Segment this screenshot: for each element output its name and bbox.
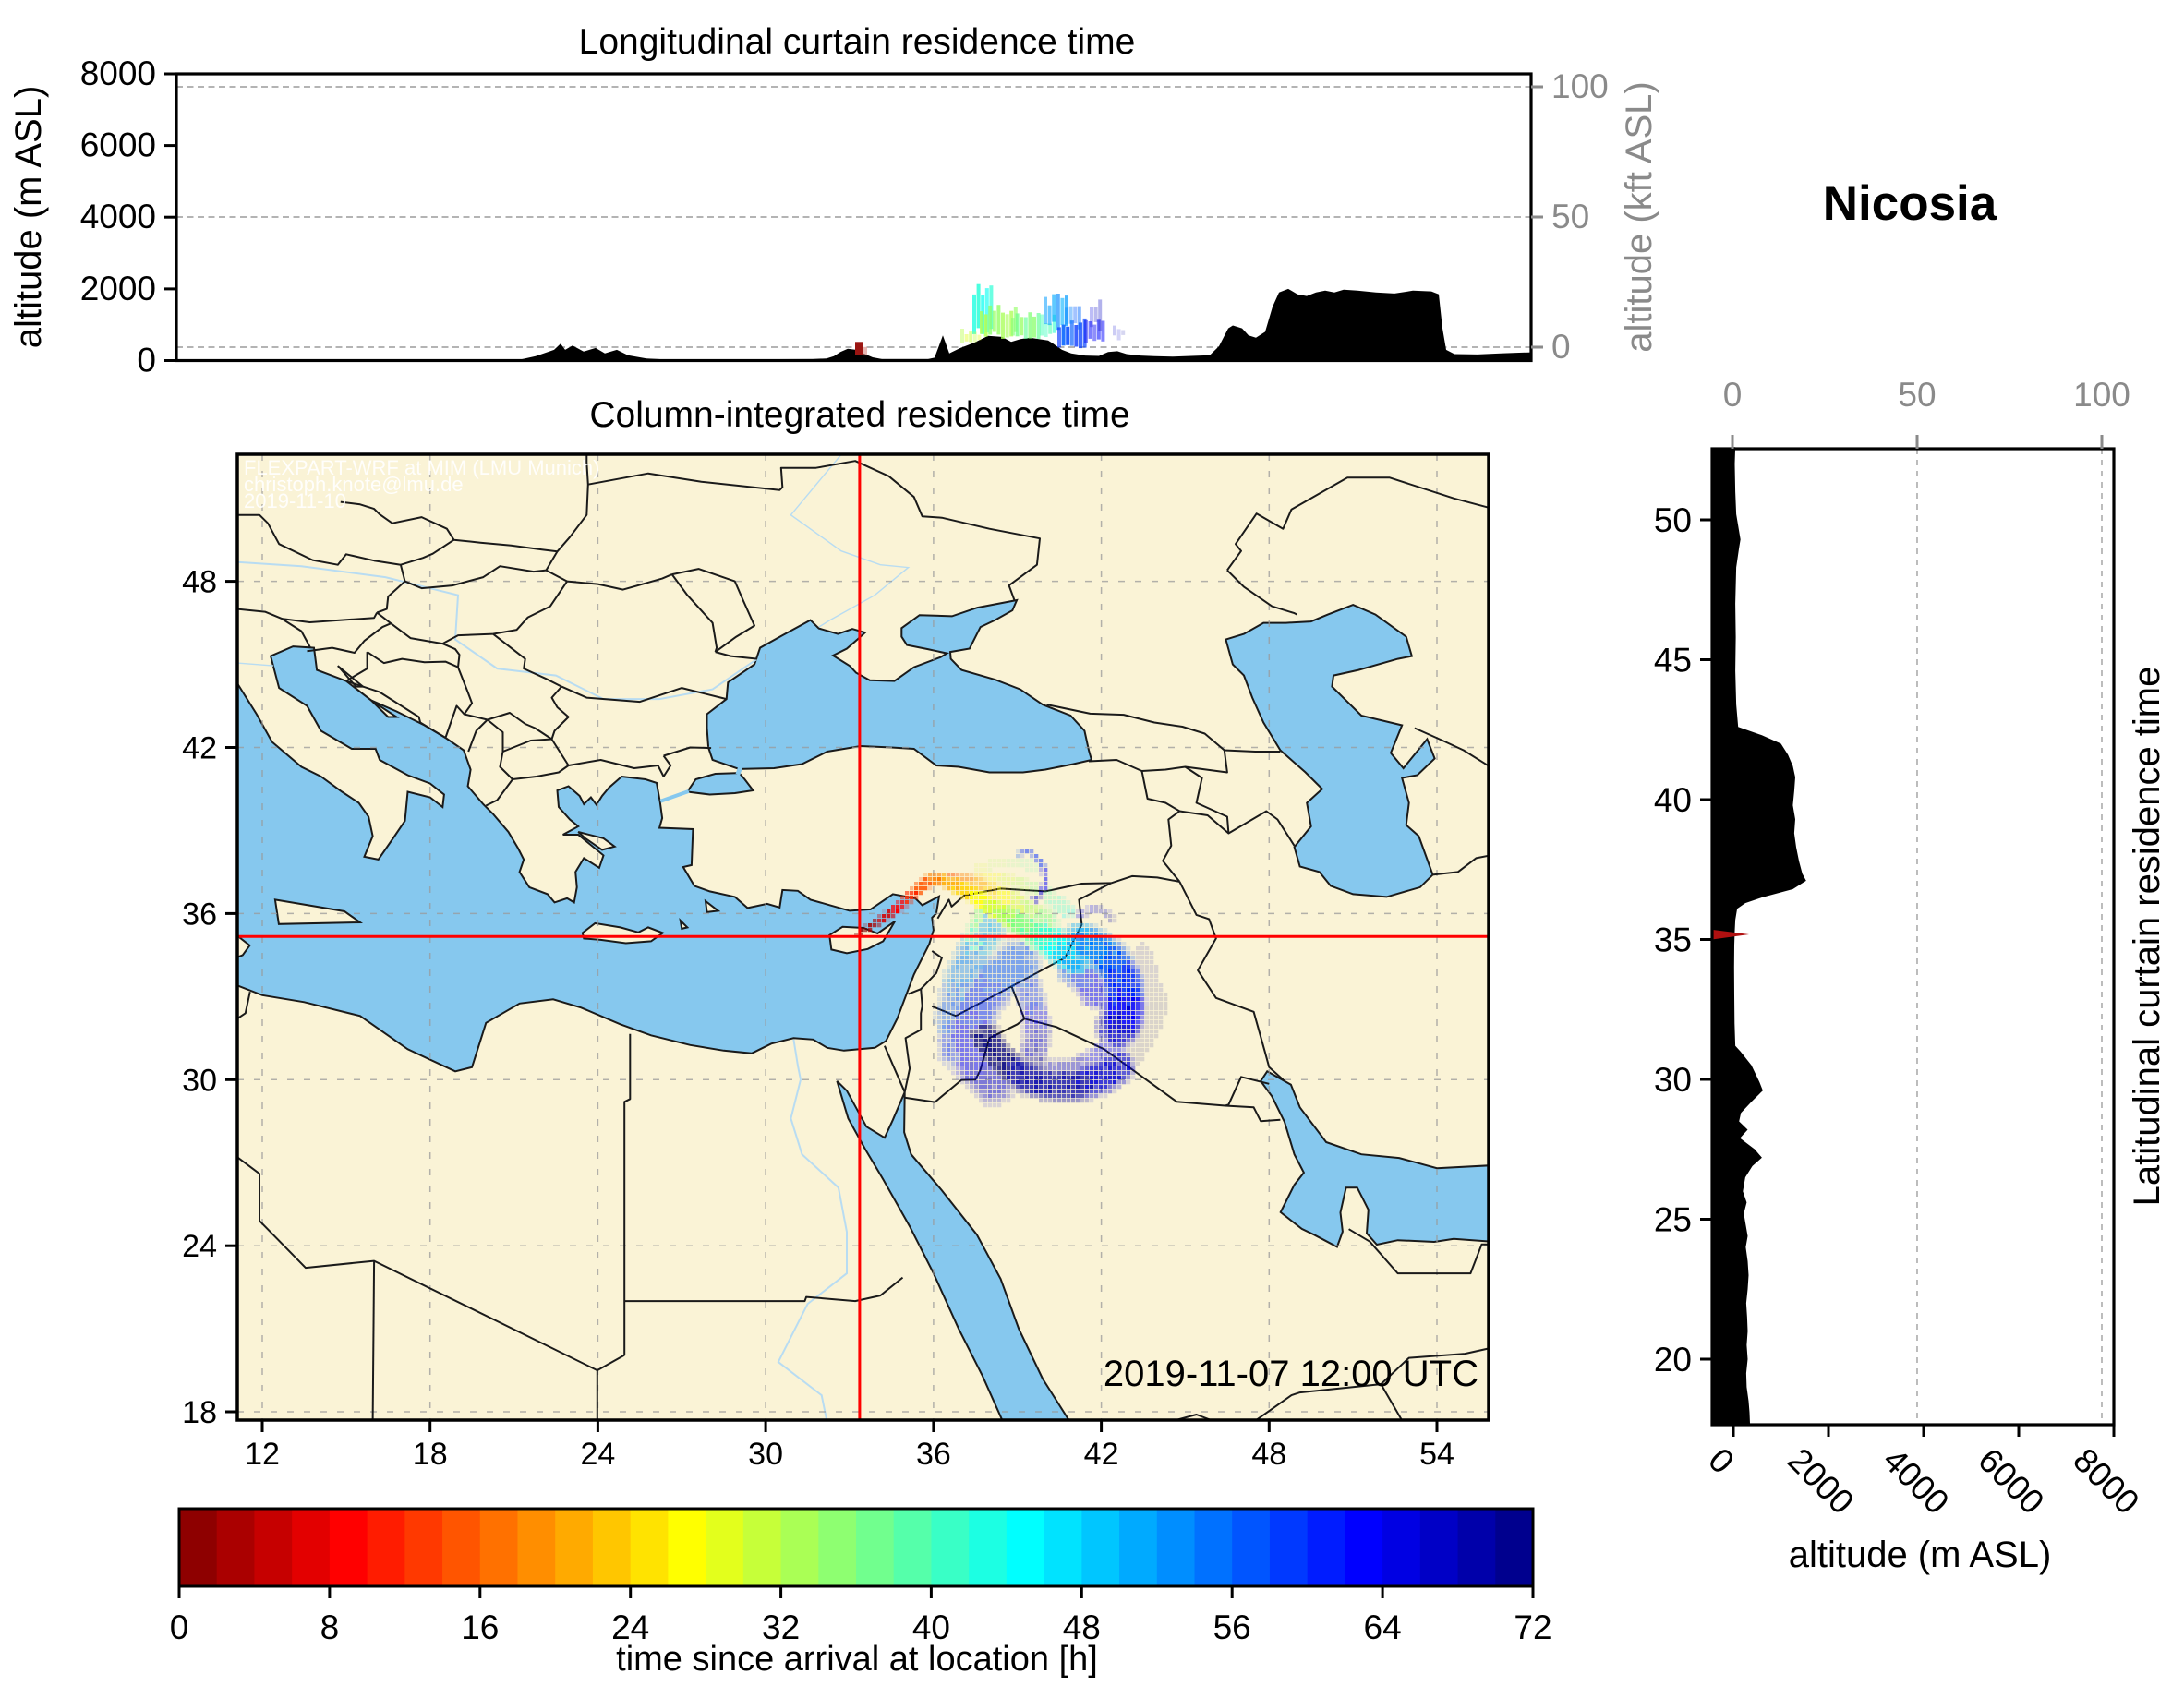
svg-text:100: 100 bbox=[2073, 376, 2130, 414]
svg-text:50: 50 bbox=[1654, 501, 1692, 539]
svg-text:35: 35 bbox=[1654, 921, 1692, 959]
svg-text:christoph.knote@lmu.de: christoph.knote@lmu.de bbox=[244, 473, 464, 496]
svg-text:Column-integrated residence ti: Column-integrated residence time bbox=[589, 395, 1129, 435]
svg-text:36: 36 bbox=[916, 1437, 951, 1472]
svg-text:42: 42 bbox=[182, 731, 217, 766]
svg-text:2019-11-10: 2019-11-10 bbox=[244, 489, 346, 512]
svg-text:time since arrival at location: time since arrival at location [h] bbox=[616, 1640, 1098, 1679]
svg-text:30: 30 bbox=[182, 1063, 217, 1098]
svg-text:24: 24 bbox=[580, 1437, 615, 1472]
svg-text:48: 48 bbox=[1251, 1437, 1286, 1472]
svg-text:48: 48 bbox=[1063, 1608, 1101, 1646]
svg-text:25: 25 bbox=[1654, 1201, 1692, 1239]
svg-text:2000: 2000 bbox=[80, 270, 156, 307]
svg-text:8000: 8000 bbox=[80, 54, 156, 92]
svg-text:30: 30 bbox=[748, 1437, 783, 1472]
svg-text:64: 64 bbox=[1364, 1608, 1402, 1646]
svg-text:45: 45 bbox=[1654, 642, 1692, 680]
svg-text:50: 50 bbox=[1898, 376, 1936, 414]
svg-text:54: 54 bbox=[1419, 1437, 1454, 1472]
svg-text:6000: 6000 bbox=[80, 126, 156, 164]
svg-text:4000: 4000 bbox=[80, 198, 156, 235]
svg-text:32: 32 bbox=[762, 1608, 800, 1646]
svg-text:altitude (kft ASL): altitude (kft ASL) bbox=[1619, 81, 1659, 352]
svg-text:0: 0 bbox=[170, 1608, 189, 1646]
svg-text:24: 24 bbox=[611, 1608, 649, 1646]
svg-text:8: 8 bbox=[320, 1608, 340, 1646]
svg-text:16: 16 bbox=[461, 1608, 499, 1646]
svg-text:0: 0 bbox=[137, 342, 156, 379]
svg-text:20: 20 bbox=[1654, 1341, 1692, 1379]
svg-text:altitude (m ASL): altitude (m ASL) bbox=[8, 86, 49, 349]
svg-text:36: 36 bbox=[182, 897, 217, 932]
svg-text:30: 30 bbox=[1654, 1061, 1692, 1099]
svg-text:48: 48 bbox=[182, 565, 217, 600]
svg-text:18: 18 bbox=[413, 1437, 448, 1472]
svg-text:Latitudinal curtain residence: Latitudinal curtain residence time bbox=[2127, 667, 2167, 1207]
svg-text:altitude (m ASL): altitude (m ASL) bbox=[1789, 1535, 2052, 1575]
svg-text:56: 56 bbox=[1213, 1608, 1251, 1646]
svg-text:50: 50 bbox=[1551, 198, 1589, 235]
svg-text:40: 40 bbox=[1654, 781, 1692, 819]
svg-text:0: 0 bbox=[1551, 328, 1571, 366]
svg-text:FLEXPART-WRF at MIM (LMU Munic: FLEXPART-WRF at MIM (LMU Munich) bbox=[244, 456, 599, 479]
svg-text:42: 42 bbox=[1084, 1437, 1119, 1472]
svg-text:12: 12 bbox=[245, 1437, 280, 1472]
svg-text:Longitudinal curtain residence: Longitudinal curtain residence time bbox=[579, 22, 1136, 62]
svg-text:0: 0 bbox=[1723, 376, 1743, 414]
svg-text:Nicosia: Nicosia bbox=[1823, 176, 1997, 231]
svg-text:24: 24 bbox=[182, 1229, 217, 1264]
svg-text:40: 40 bbox=[912, 1608, 950, 1646]
svg-text:2019-11-07 12:00 UTC: 2019-11-07 12:00 UTC bbox=[1104, 1354, 1478, 1394]
svg-text:100: 100 bbox=[1551, 67, 1609, 105]
svg-text:18: 18 bbox=[182, 1395, 217, 1430]
svg-text:72: 72 bbox=[1514, 1608, 1551, 1646]
